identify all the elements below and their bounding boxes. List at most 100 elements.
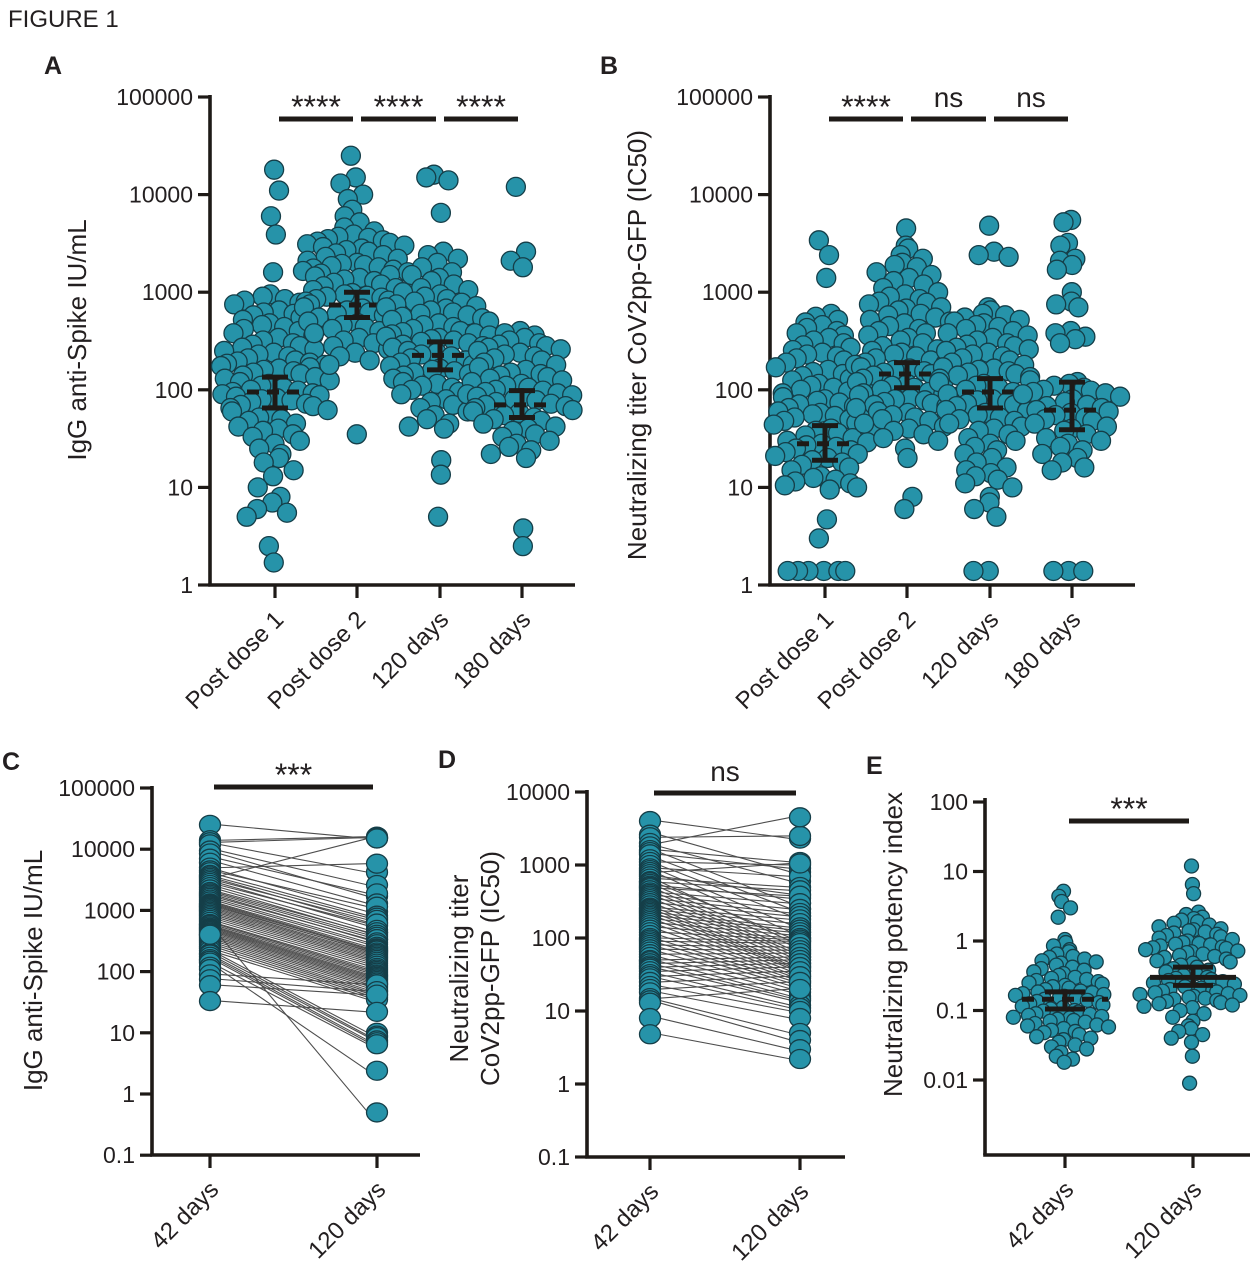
data-point	[438, 170, 459, 191]
data-point	[512, 536, 534, 557]
y-tick-label: 100000	[676, 84, 753, 110]
y-tick-label: 1	[557, 1071, 570, 1097]
pair-line	[658, 887, 792, 897]
pair-line	[218, 899, 369, 943]
pair-line	[218, 956, 369, 1037]
pair-line	[218, 921, 369, 967]
data-point	[788, 978, 812, 1000]
data-point	[512, 257, 534, 278]
x-category-label: 42 days	[586, 1178, 665, 1257]
pair-line	[658, 886, 792, 946]
pair-line	[218, 877, 369, 919]
y-tick-label: 100	[930, 789, 968, 815]
pair-line	[218, 934, 369, 1113]
pair-line	[218, 943, 369, 993]
pair-line	[658, 929, 792, 977]
figure-title: FIGURE 1	[8, 6, 119, 33]
pair-line	[658, 912, 792, 928]
data-point	[340, 145, 362, 166]
data-point	[224, 294, 245, 315]
x-category-label: 120 days	[1119, 1176, 1207, 1264]
pair-line	[218, 897, 369, 940]
data-point	[365, 1060, 389, 1081]
data-point	[346, 424, 367, 445]
data-point	[1056, 1054, 1072, 1070]
pair-line	[218, 941, 369, 991]
data-point	[1109, 386, 1131, 407]
data-point	[1151, 996, 1167, 1012]
pair-line	[658, 975, 792, 983]
significance-label: ns	[934, 82, 964, 113]
pair-line	[218, 915, 369, 961]
pair-line	[658, 816, 792, 844]
pair-line	[218, 886, 369, 931]
pair-line	[218, 973, 369, 985]
x-category-label: 180 days	[998, 606, 1086, 694]
pair-line	[658, 891, 792, 904]
data-point	[365, 1034, 389, 1055]
data-point	[978, 215, 1000, 236]
pair-line	[658, 853, 792, 869]
pair-line	[218, 858, 369, 894]
y-tick-label: 10	[544, 998, 570, 1024]
pair-line	[218, 871, 369, 908]
y-tick-label: 1000	[519, 852, 570, 878]
data-point	[1136, 998, 1152, 1014]
data-point	[228, 416, 249, 437]
pair-line	[218, 891, 369, 933]
panel-label-A: A	[44, 52, 63, 80]
data-point	[505, 176, 527, 198]
data-point	[391, 384, 412, 405]
y-tick-label: 10	[942, 859, 968, 885]
pair-line	[658, 918, 792, 933]
pair-line	[658, 922, 792, 936]
data-point	[473, 413, 494, 434]
data-point	[365, 1001, 389, 1022]
pair-line	[658, 858, 792, 910]
y-tick-label: 0.1	[103, 1142, 135, 1168]
y-tick-label: 10	[167, 474, 193, 500]
data-point	[895, 218, 917, 239]
y-tick-label: 10000	[689, 182, 753, 208]
data-point	[539, 430, 560, 451]
data-point	[498, 436, 520, 458]
data-point	[1005, 430, 1026, 451]
pair-line	[218, 945, 369, 994]
data-point	[1165, 1009, 1181, 1025]
data-point	[853, 413, 875, 434]
y-tick-label: 10	[727, 474, 753, 500]
data-point	[819, 479, 840, 500]
pair-line	[658, 898, 792, 914]
significance-label: ***	[1110, 791, 1147, 827]
pair-line	[658, 973, 792, 1006]
data-point	[268, 180, 290, 201]
pair-line	[658, 948, 792, 951]
data-point	[777, 560, 798, 582]
y-tick-label: 0.1	[538, 1144, 570, 1170]
pair-line	[658, 907, 792, 920]
data-point	[1002, 477, 1023, 498]
pair-line	[658, 956, 792, 961]
data-point	[998, 246, 1019, 268]
pair-line	[218, 852, 369, 897]
pair-line	[218, 892, 369, 936]
data-point	[365, 853, 389, 874]
y-axis-title: Neutralizing potency index	[878, 792, 908, 1097]
data-point	[1230, 943, 1246, 959]
data-point	[765, 357, 787, 378]
y-tick-label: 1	[122, 1081, 135, 1107]
data-point	[774, 475, 796, 496]
data-point	[1007, 987, 1024, 1004]
pair-line	[218, 894, 369, 938]
pair-line	[218, 1000, 369, 1013]
data-point	[1005, 1009, 1022, 1025]
pair-line	[218, 968, 369, 1072]
data-point	[765, 445, 786, 467]
data-point	[1046, 294, 1067, 315]
panel-label-E: E	[866, 752, 883, 780]
data-point	[963, 560, 984, 582]
data-point	[788, 825, 812, 847]
pair-line	[218, 928, 369, 975]
panel-label-D: D	[438, 746, 457, 774]
